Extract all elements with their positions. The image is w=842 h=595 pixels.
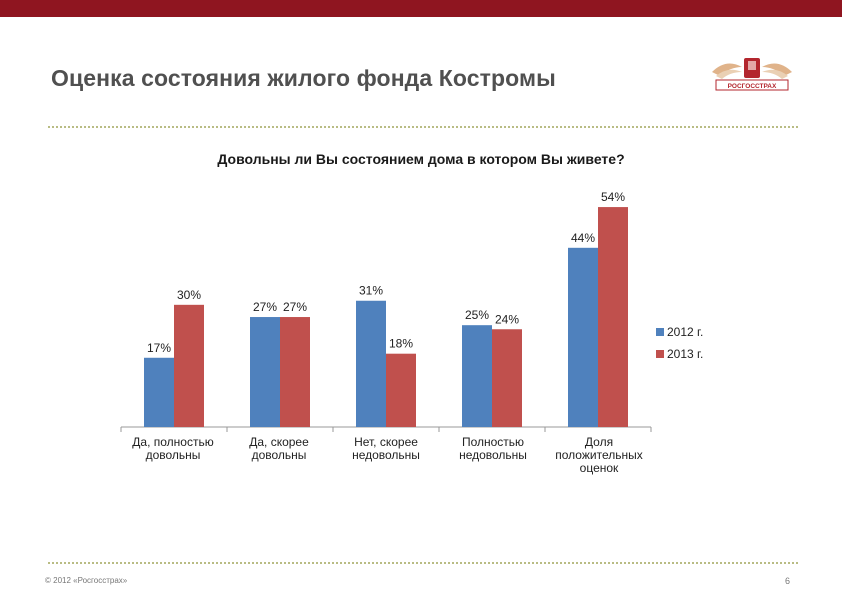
data-label-yes-fully-2012: 17% [147, 341, 171, 355]
data-label-positive-share-2013: 54% [601, 190, 625, 204]
bar-yes-fully-2013 [174, 304, 204, 427]
data-label-positive-share-2012: 44% [571, 231, 595, 245]
bar-no-rather-2013 [386, 353, 416, 427]
legend-label-2012: 2012 г. [667, 325, 704, 339]
data-label-fully-dissatisfied-2012: 25% [465, 308, 489, 322]
category-label-no-rather: Нет, скорее недовольны [352, 435, 420, 462]
bar-yes-fully-2012 [144, 357, 174, 427]
data-label-fully-dissatisfied-2013: 24% [495, 312, 519, 326]
divider-bottom [48, 562, 798, 564]
data-label-yes-fully-2013: 30% [177, 288, 201, 302]
bar-yes-rather-2012 [250, 317, 280, 427]
legend-item-2013: 2013 г. [656, 343, 703, 365]
rosgosstrakh-logo: РОСГОССТРАХ [708, 52, 796, 94]
bar-fully-dissatisfied-2013 [492, 329, 522, 427]
legend-label-2013: 2013 г. [667, 347, 704, 361]
top-bar [0, 0, 842, 17]
legend-swatch-2012 [656, 328, 664, 336]
category-label-positive-share: Доля положительных оценок [555, 435, 643, 475]
data-label-yes-rather-2013: 27% [283, 300, 307, 314]
category-label-yes-rather: Да, скорее довольны [249, 435, 309, 462]
data-label-yes-rather-2012: 27% [253, 300, 277, 314]
page-title: Оценка состояния жилого фонда Костромы [51, 65, 556, 91]
bar-yes-rather-2013 [280, 317, 310, 427]
bar-fully-dissatisfied-2012 [462, 325, 492, 427]
legend-item-2012: 2012 г. [656, 321, 703, 343]
chart-title: Довольны ли Вы состоянием дома в котором… [217, 151, 625, 167]
bar-positive-share-2012 [568, 247, 598, 427]
category-label-fully-dissatisfied: Полностью недовольны [459, 435, 527, 462]
data-label-no-rather-2013: 18% [389, 337, 413, 351]
bar-positive-share-2013 [598, 207, 628, 427]
data-label-no-rather-2012: 31% [359, 284, 383, 298]
legend-swatch-2013 [656, 350, 664, 358]
bar-no-rather-2012 [356, 300, 386, 427]
divider-top [48, 126, 798, 128]
chart-legend: 2012 г. 2013 г. [656, 321, 703, 365]
footer-copyright: © 2012 «Росгосстрах» [45, 576, 128, 585]
page-number: 6 [784, 576, 790, 586]
category-label-yes-fully: Да, полностью довольны [132, 435, 214, 462]
logo-text: РОСГОССТРАХ [728, 83, 777, 90]
